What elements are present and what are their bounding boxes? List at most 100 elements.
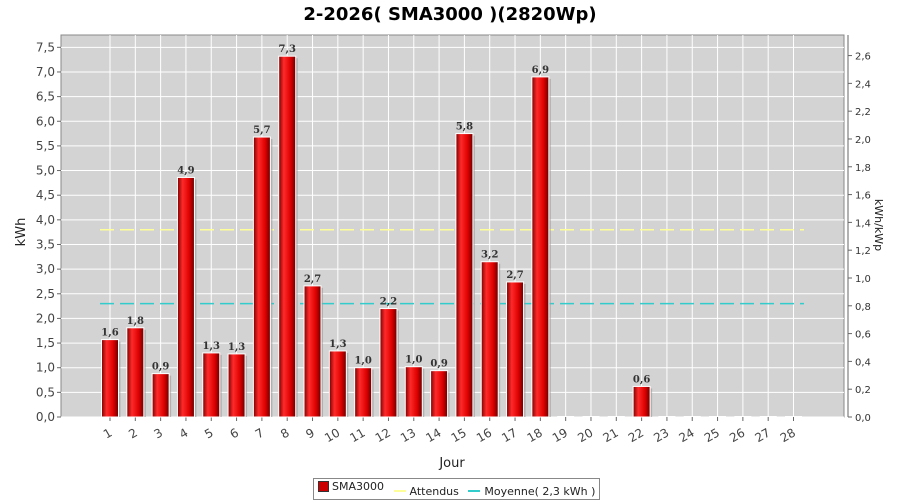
data-label: 6,9 xyxy=(532,65,549,76)
x-tick-label: 28 xyxy=(778,425,798,445)
data-label: 7,3 xyxy=(279,44,296,55)
bar xyxy=(480,261,499,418)
bar xyxy=(227,353,246,418)
data-label: 4,9 xyxy=(177,165,194,176)
legend-swatch-attendus xyxy=(393,490,406,492)
y-right-tick-label: 2,2 xyxy=(855,107,871,118)
y-right-tick-label: 0,6 xyxy=(855,330,871,341)
bar xyxy=(176,176,195,418)
x-tick-label: 7 xyxy=(253,425,267,441)
data-label: 5,7 xyxy=(253,125,270,136)
y-tick-label: 5,0 xyxy=(36,164,55,178)
data-label: 1,3 xyxy=(329,339,346,350)
bar xyxy=(101,339,119,418)
y-right-tick-label: 1,4 xyxy=(855,218,871,229)
bar xyxy=(404,366,423,418)
bar xyxy=(531,76,550,418)
x-tick-label: 8 xyxy=(278,425,292,441)
bar xyxy=(379,308,398,418)
y-tick-label: 3,0 xyxy=(36,262,55,276)
x-tick-label: 10 xyxy=(322,425,342,445)
x-tick-label: 5 xyxy=(202,425,216,441)
y-tick-label: 6,0 xyxy=(36,114,55,128)
x-tick-label: 27 xyxy=(752,425,772,445)
y-right-tick-label: 0,2 xyxy=(855,385,871,396)
x-tick-label: 24 xyxy=(677,425,697,445)
bar xyxy=(506,281,525,418)
y-right-tick-label: 2,4 xyxy=(855,79,871,90)
y-tick-label: 2,0 xyxy=(36,311,55,325)
legend-swatch-moyenne xyxy=(468,490,481,492)
y-tick-label: 5,5 xyxy=(36,139,55,153)
x-tick-label: 16 xyxy=(474,425,494,445)
data-label: 1,8 xyxy=(127,316,144,327)
data-label: 0,6 xyxy=(633,374,650,385)
y-right-tick-label: 2,0 xyxy=(855,135,871,146)
bar xyxy=(126,327,145,418)
data-label: 1,3 xyxy=(228,342,245,353)
legend-label-attendus: Attendus xyxy=(409,484,459,498)
x-tick-label: 1 xyxy=(101,425,115,441)
bar xyxy=(303,285,322,418)
x-axis-label: Jour xyxy=(438,456,465,471)
legend-item-attendus: Attendus xyxy=(393,484,459,498)
y-right-tick-label: 1,0 xyxy=(855,274,871,285)
legend: SMA3000 Attendus Moyenne( 2,3 kWh ) xyxy=(313,478,601,500)
data-label: 5,8 xyxy=(456,122,473,133)
bars: 1,6 1,8 0,9 4,9 1,3 1,3 5,7 7,3 2,7 1,3 1,0 2,2 1,0 0… xyxy=(101,44,802,418)
data-label: 0,9 xyxy=(430,359,447,370)
y-tick-label: 4,0 xyxy=(36,213,55,227)
legend-item-sma3000: SMA3000 xyxy=(318,480,384,493)
bar xyxy=(328,350,347,418)
data-label: 1,0 xyxy=(405,355,422,366)
x-tick-label: 19 xyxy=(550,425,570,445)
y-tick-label: 7,0 xyxy=(36,65,55,79)
reference-lines xyxy=(100,228,804,305)
x-axis: 1 2 3 4 5 6 7 8 9 10 11 12 13 14 15 16 17 18 19 20 21 22 23 24 2… xyxy=(101,417,798,445)
left-axis: 0,0 0,5 1,0 1,5 2,0 2,5 3,0 3,5 4,0 4,5 5,0 5,5 6,0 6… xyxy=(36,40,61,424)
y-right-tick-label: 0,0 xyxy=(855,413,871,424)
data-label: 1,0 xyxy=(354,356,371,367)
y-tick-label: 1,0 xyxy=(36,361,55,375)
data-label: 2,7 xyxy=(304,274,321,285)
x-tick-label: 14 xyxy=(423,425,443,445)
x-tick-label: 13 xyxy=(398,425,418,445)
x-tick-label: 12 xyxy=(373,425,393,445)
bar xyxy=(278,55,297,418)
legend-item-moyenne: Moyenne( 2,3 kWh ) xyxy=(468,485,595,498)
bar xyxy=(252,136,271,418)
x-tick-label: 2 xyxy=(126,425,140,441)
bar xyxy=(354,367,373,418)
y-axis-right-label: kWh/kWp xyxy=(872,199,885,251)
legend-label-moyenne: Moyenne( 2,3 kWh ) xyxy=(484,484,596,498)
x-tick-label: 23 xyxy=(651,425,671,445)
data-label: 0,9 xyxy=(152,362,169,373)
x-tick-label: 20 xyxy=(575,425,595,445)
y-tick-label: 3,5 xyxy=(36,237,55,251)
y-tick-label: 6,5 xyxy=(36,90,55,104)
y-tick-label: 2,5 xyxy=(36,287,55,301)
x-tick-label: 15 xyxy=(449,425,469,445)
y-right-tick-label: 1,8 xyxy=(855,163,871,174)
bar xyxy=(151,373,170,418)
y-right-tick-label: 0,4 xyxy=(855,357,871,368)
y-right-tick-label: 2,6 xyxy=(855,52,871,63)
data-label: 1,6 xyxy=(101,328,118,339)
data-label: 1,3 xyxy=(203,341,220,352)
y-right-tick-label: 1,6 xyxy=(855,191,871,202)
x-tick-label: 6 xyxy=(227,425,241,441)
x-tick-label: 18 xyxy=(525,425,545,445)
data-label: 3,2 xyxy=(481,250,498,261)
x-tick-label: 4 xyxy=(177,425,191,441)
bar xyxy=(632,385,651,418)
x-tick-label: 26 xyxy=(727,425,747,445)
bar xyxy=(430,370,449,418)
y-tick-label: 1,5 xyxy=(36,336,55,350)
legend-swatch-sma3000 xyxy=(318,481,329,492)
y-tick-label: 0,0 xyxy=(36,410,55,424)
chart-title: 2-2026( SMA3000 )(2820Wp) xyxy=(303,4,597,25)
legend-label-sma3000: SMA3000 xyxy=(332,480,384,493)
data-label: 2,2 xyxy=(380,297,397,308)
x-tick-label: 22 xyxy=(626,425,646,445)
